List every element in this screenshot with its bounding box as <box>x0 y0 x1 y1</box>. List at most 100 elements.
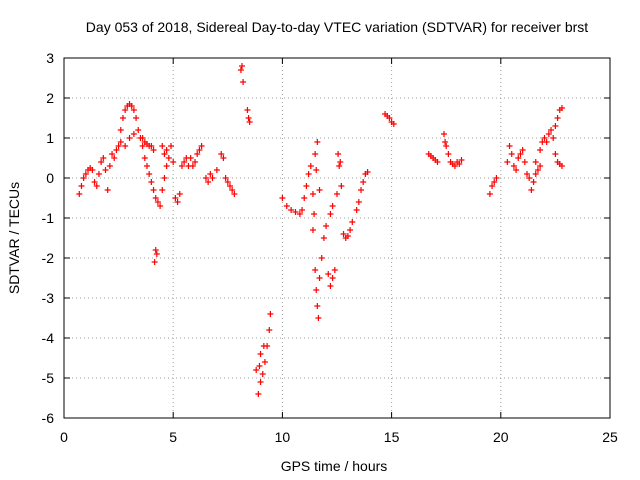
data-point <box>104 187 111 193</box>
x-tick-labels: 0 5 10 15 20 25 <box>60 429 618 445</box>
data-point <box>390 121 397 127</box>
data-point <box>314 303 321 309</box>
data-point <box>122 107 129 113</box>
data-point <box>91 179 98 185</box>
data-point <box>443 143 450 149</box>
data-point <box>89 167 96 173</box>
data-point <box>329 275 336 281</box>
data-point <box>292 209 299 215</box>
data-point <box>196 147 203 153</box>
data-point <box>111 155 118 161</box>
data-point <box>358 187 365 193</box>
data-point <box>327 283 334 289</box>
data-point <box>266 327 273 333</box>
x-tick-label: 15 <box>384 429 400 445</box>
data-point <box>329 203 336 209</box>
data-point <box>220 155 227 161</box>
data-point <box>320 235 327 241</box>
data-point <box>172 195 179 201</box>
data-point <box>486 191 493 197</box>
data-point <box>521 159 528 165</box>
data-point <box>238 63 245 69</box>
data-point <box>528 187 535 193</box>
y-tick-labels: 3 2 1 0 -1 -2 -3 -4 -5 -6 <box>42 50 55 426</box>
x-tick-label: 10 <box>275 429 291 445</box>
data-point <box>231 191 238 197</box>
data-point <box>253 367 260 373</box>
y-tick-label: -1 <box>42 210 55 226</box>
data-point <box>456 161 463 167</box>
data-point <box>493 175 500 181</box>
x-tick-label: 20 <box>493 429 509 445</box>
data-point <box>305 171 312 177</box>
data-point <box>128 103 135 109</box>
data-point <box>161 175 168 181</box>
data-point <box>279 195 286 201</box>
data-point <box>316 187 323 193</box>
data-point <box>337 159 344 165</box>
y-tick-label: 3 <box>46 50 54 66</box>
data-point <box>106 163 113 169</box>
data-point <box>80 175 87 181</box>
data-point <box>386 115 393 121</box>
data-points <box>76 63 565 397</box>
data-point <box>189 163 196 169</box>
data-point <box>296 211 303 217</box>
data-point <box>532 159 539 165</box>
data-point <box>314 139 321 145</box>
data-point <box>309 191 316 197</box>
data-point <box>226 183 233 189</box>
data-point <box>515 155 522 161</box>
data-point <box>349 219 356 225</box>
data-point <box>130 107 137 113</box>
data-point <box>534 167 541 173</box>
data-point <box>504 159 511 165</box>
y-tick-label: -4 <box>42 330 55 346</box>
data-point <box>135 127 142 133</box>
x-tick-label: 25 <box>602 429 618 445</box>
data-point <box>187 155 194 161</box>
data-point <box>139 135 146 141</box>
data-point <box>344 233 351 239</box>
data-point <box>151 259 158 265</box>
data-point <box>153 251 160 257</box>
data-point <box>174 199 181 205</box>
data-point <box>434 159 441 165</box>
data-point <box>130 131 137 137</box>
data-point <box>244 107 251 113</box>
data-point <box>267 311 274 317</box>
data-point <box>301 195 308 201</box>
data-point <box>141 155 148 161</box>
data-point <box>442 139 449 145</box>
data-point <box>313 167 320 173</box>
data-point <box>550 135 557 141</box>
data-point <box>115 143 122 149</box>
data-point <box>313 287 320 293</box>
data-point <box>113 147 120 153</box>
data-point <box>510 163 517 169</box>
data-point <box>256 363 263 369</box>
data-point <box>194 151 201 157</box>
data-point <box>209 175 216 181</box>
data-point <box>148 179 155 185</box>
data-point <box>508 151 515 157</box>
data-point <box>299 207 306 213</box>
data-point <box>347 227 354 233</box>
data-point <box>163 163 170 169</box>
data-point <box>95 171 102 177</box>
data-point <box>176 191 183 197</box>
data-point <box>82 171 89 177</box>
y-tick-label: 1 <box>46 130 54 146</box>
data-point <box>119 115 126 121</box>
data-point <box>558 105 565 111</box>
data-point <box>554 115 561 121</box>
data-point <box>257 351 264 357</box>
data-point <box>451 163 458 169</box>
data-point <box>178 163 185 169</box>
data-point <box>288 207 295 213</box>
data-point <box>530 179 537 185</box>
y-tick-label: 2 <box>46 90 54 106</box>
data-point <box>245 115 252 121</box>
plot-frame <box>63 57 611 419</box>
